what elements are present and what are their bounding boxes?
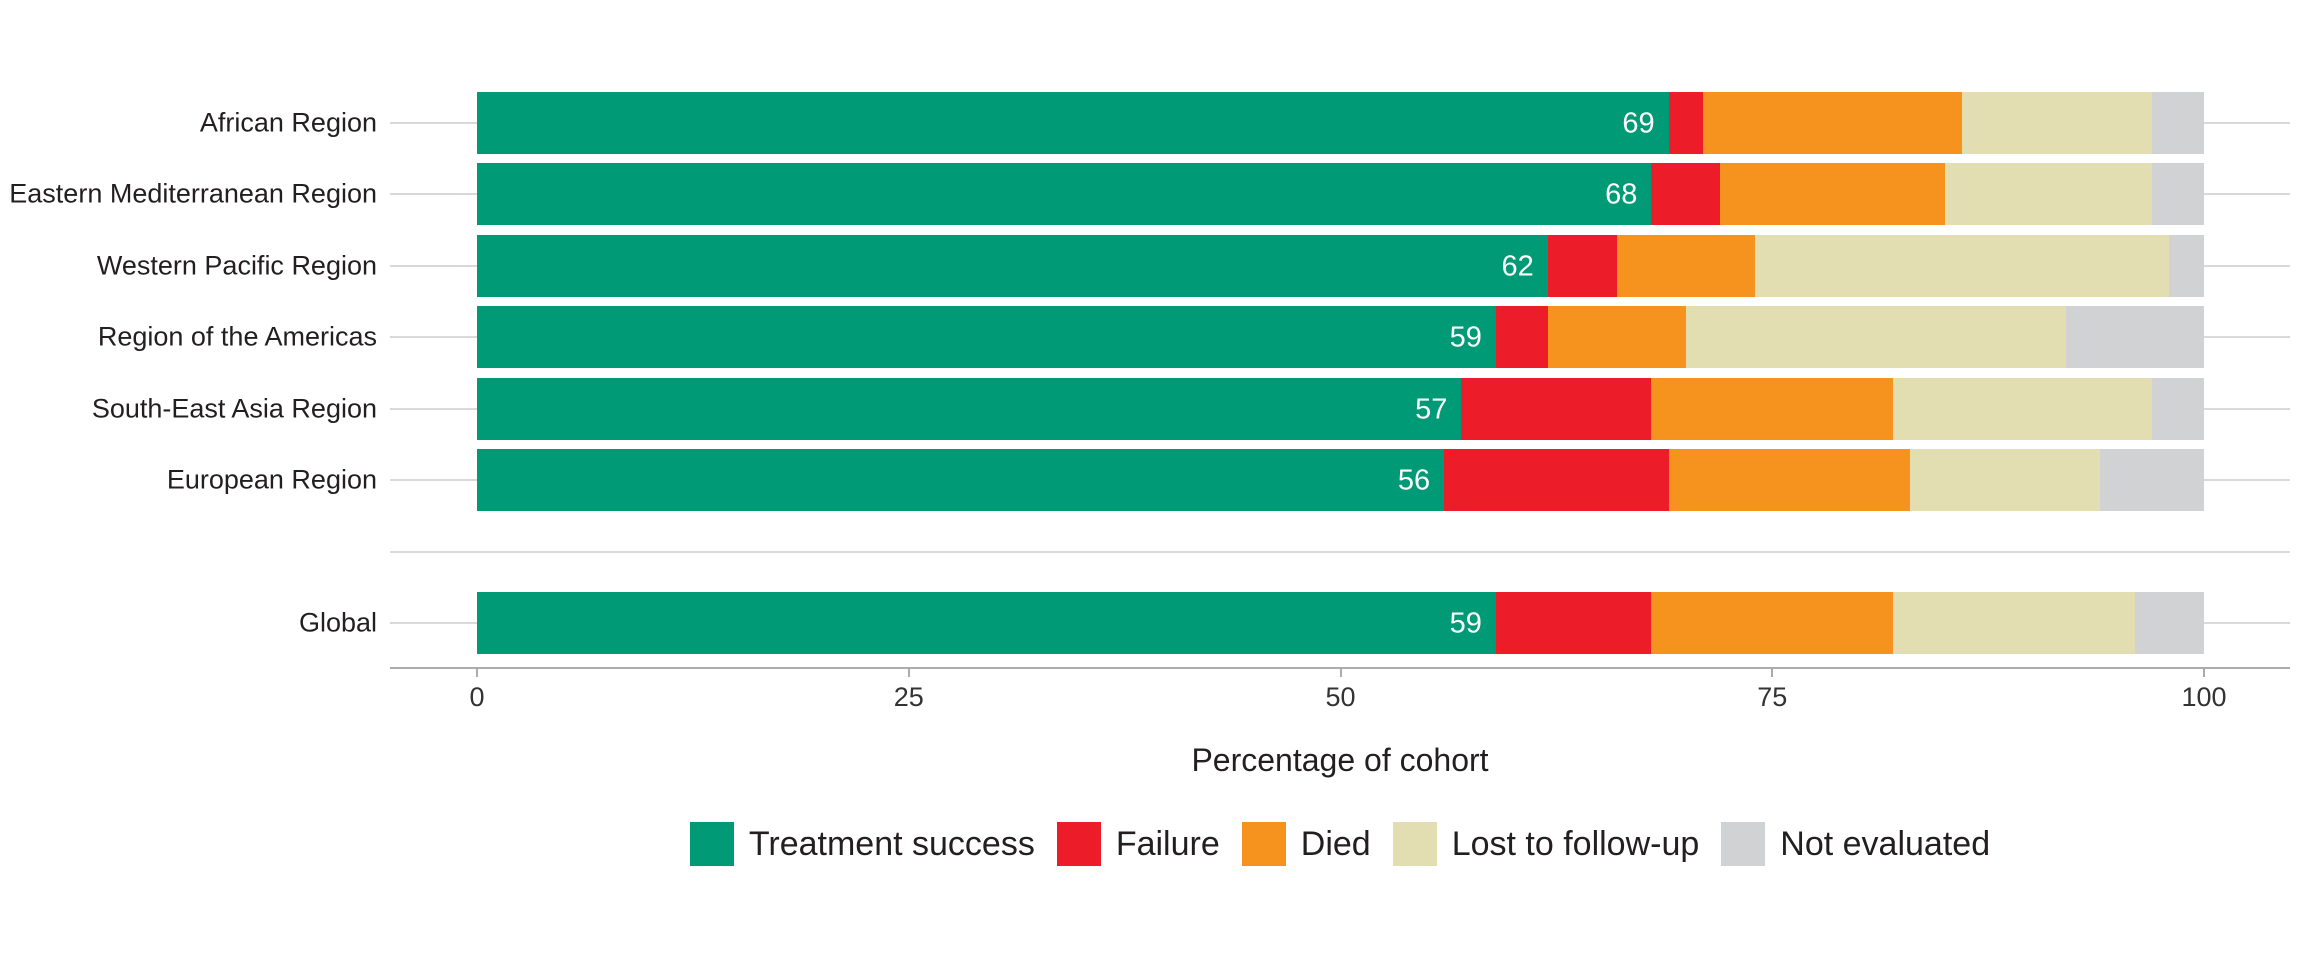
x-tick-label: 25 <box>893 682 924 712</box>
bar-segment-failure <box>1495 592 1652 654</box>
bar-segment-died <box>1651 592 1894 654</box>
bar-segment-lost-to-follow-up <box>1893 377 2153 440</box>
bar-segment-not-evaluated <box>2152 91 2204 154</box>
legend-item-treatment-success: Treatment success <box>689 822 1035 866</box>
bar-segment-treatment-success <box>477 449 1445 511</box>
bar-value-label: 68 <box>1605 178 1638 211</box>
bar-value-label: 56 <box>1397 464 1431 497</box>
legend-item-lost-to-follow-up: Lost to follow-up <box>1392 822 1700 866</box>
bar-segment-not-evaluated <box>2152 163 2204 225</box>
bar-value-label: 59 <box>1449 321 1482 354</box>
bar-value-label: 62 <box>1501 250 1534 282</box>
category-label-african-region: African Region <box>199 107 377 137</box>
category-label-south-east-asia-region: South-East Asia Region <box>91 393 377 423</box>
bar-segment-failure <box>1444 449 1669 511</box>
legend-label: Not evaluated <box>1780 824 1991 863</box>
bar-segment-failure <box>1668 91 1704 154</box>
x-tick-label: 50 <box>1325 682 1356 712</box>
bar-row-south-east-asia-region <box>477 377 2204 440</box>
bar-segment-not-evaluated <box>2152 377 2204 440</box>
x-tick-mark <box>476 668 478 677</box>
legend-item-failure: Failure <box>1056 822 1220 866</box>
bar-row-western-pacific-region <box>477 234 2204 297</box>
bar-segment-treatment-success <box>477 592 1496 654</box>
legend-label: Failure <box>1115 824 1220 863</box>
bar-segment-lost-to-follow-up <box>1754 234 2170 297</box>
bar-row-european-region <box>477 449 2204 511</box>
legend-item-died: Died <box>1241 822 1371 866</box>
bar-row-african-region <box>477 91 2204 154</box>
category-label-eastern-mediterranean-region: Eastern Mediterranean Region <box>9 178 377 209</box>
legend-swatch-lost-to-follow-up <box>1392 822 1437 866</box>
x-tick-mark <box>2203 668 2205 677</box>
bar-segment-failure <box>1651 163 1721 225</box>
legend-swatch-failure <box>1056 822 1101 866</box>
bar-segment-lost-to-follow-up <box>1910 449 2101 511</box>
bar-segment-failure <box>1461 377 1652 440</box>
bar-segment-failure <box>1495 306 1548 368</box>
bar-row-eastern-mediterranean-region <box>477 163 2204 225</box>
bar-segment-died <box>1703 91 1963 154</box>
bar-segment-not-evaluated <box>2134 592 2204 654</box>
legend-swatch-treatment-success <box>689 822 734 866</box>
bar-segment-treatment-success <box>477 377 1462 440</box>
legend-label: Treatment success <box>748 824 1035 863</box>
x-tick-mark <box>1339 668 1342 677</box>
bar-value-label: 69 <box>1622 107 1655 139</box>
bar-segment-treatment-success <box>477 234 1548 297</box>
legend-label: Died <box>1300 824 1371 863</box>
bar-segment-lost-to-follow-up <box>1962 91 2153 154</box>
bar-segment-died <box>1651 377 1894 440</box>
bar-segment-not-evaluated <box>2065 306 2204 368</box>
x-tick-label: 0 <box>469 682 485 712</box>
category-label-european-region: European Region <box>166 464 377 495</box>
legend-label: Lost to follow-up <box>1451 824 1700 863</box>
bar-segment-failure <box>1547 234 1617 297</box>
bar-segment-not-evaluated <box>2169 234 2204 297</box>
bar-segment-treatment-success <box>477 91 1669 154</box>
x-axis-title: Percentage of cohort <box>1191 742 1489 778</box>
bar-value-label: 59 <box>1449 607 1482 640</box>
bar-segment-treatment-success <box>477 163 1652 225</box>
bar-segment-not-evaluated <box>2100 449 2204 511</box>
bar-segment-died <box>1547 306 1686 368</box>
row-gridline <box>390 550 2290 553</box>
x-tick-label: 75 <box>1757 682 1788 712</box>
bar-segment-lost-to-follow-up <box>1944 163 2153 225</box>
bar-value-label: 57 <box>1415 393 1448 425</box>
x-tick-mark <box>907 668 910 677</box>
legend-swatch-died <box>1241 822 1286 866</box>
bar-row-region-of-the-americas <box>477 306 2204 368</box>
bar-segment-died <box>1668 449 1911 511</box>
category-label-western-pacific-region: Western Pacific Region <box>96 250 377 280</box>
x-tick-label: 100 <box>2181 682 2227 712</box>
legend-swatch-not-evaluated <box>1721 822 1766 866</box>
legend: Treatment success Failure Died Lost to foll… <box>390 816 2290 872</box>
legend-item-not-evaluated: Not evaluated <box>1721 822 1990 866</box>
bar-segment-died <box>1720 163 1945 225</box>
bar-row-global <box>477 592 2204 654</box>
bar-segment-lost-to-follow-up <box>1893 592 2135 654</box>
bar-segment-treatment-success <box>477 306 1496 368</box>
category-label-region-of-the-americas: Region of the Americas <box>97 321 377 352</box>
x-tick-mark <box>1771 668 1774 677</box>
category-label-global: Global <box>298 607 377 638</box>
bar-segment-lost-to-follow-up <box>1685 306 2066 368</box>
bar-segment-died <box>1616 234 1755 297</box>
